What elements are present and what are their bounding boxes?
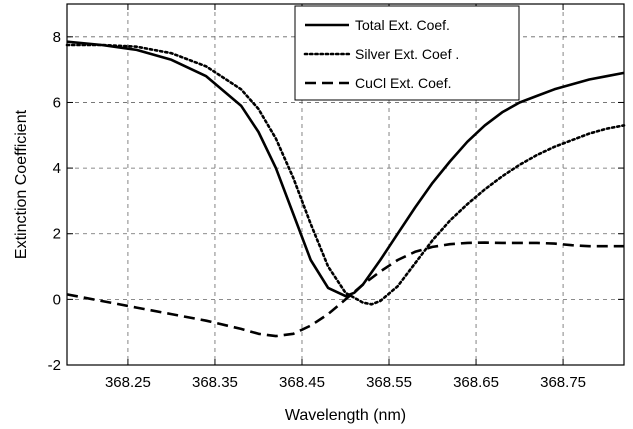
series-line-1 [66, 40, 625, 298]
y-tick-label: 8 [53, 29, 61, 46]
plot-frame [66, 3, 625, 366]
y-tick-label: 0 [53, 291, 61, 308]
x-tick-label: 368.45 [279, 374, 325, 391]
y-tick-label: 4 [53, 160, 61, 177]
grid-layer [67, 4, 624, 365]
x-tick-label: 368.25 [105, 374, 151, 391]
legend-label-3: CuCl Ext. Coef. [355, 75, 451, 91]
legend-label-1: Total Ext. Coef. [355, 17, 450, 33]
legend: Total Ext. Coef. Silver Ext. Coef . CuCl E… [294, 5, 520, 101]
y-tick-label: 2 [53, 226, 61, 243]
y-tick-label: 6 [53, 94, 61, 111]
series-layer [65, 40, 626, 338]
x-tick-label: 368.75 [540, 374, 586, 391]
y-tick-label: -2 [48, 357, 61, 374]
x-axis-title: Wavelength (nm) [285, 407, 406, 424]
x-tick-label: 368.65 [453, 374, 499, 391]
y-axis-title: Extinction Coefficient [13, 109, 30, 259]
series-line-3 [66, 241, 624, 338]
x-tick-label: 368.35 [192, 374, 238, 391]
legend-label-2: Silver Ext. Coef . [355, 46, 459, 62]
series-line-2 [65, 43, 626, 306]
x-tick-label: 368.55 [366, 374, 412, 391]
tick-layer: 368.25 368.35 368.45 368.55 368.65 368.75 -2 0 2… [48, 4, 624, 391]
